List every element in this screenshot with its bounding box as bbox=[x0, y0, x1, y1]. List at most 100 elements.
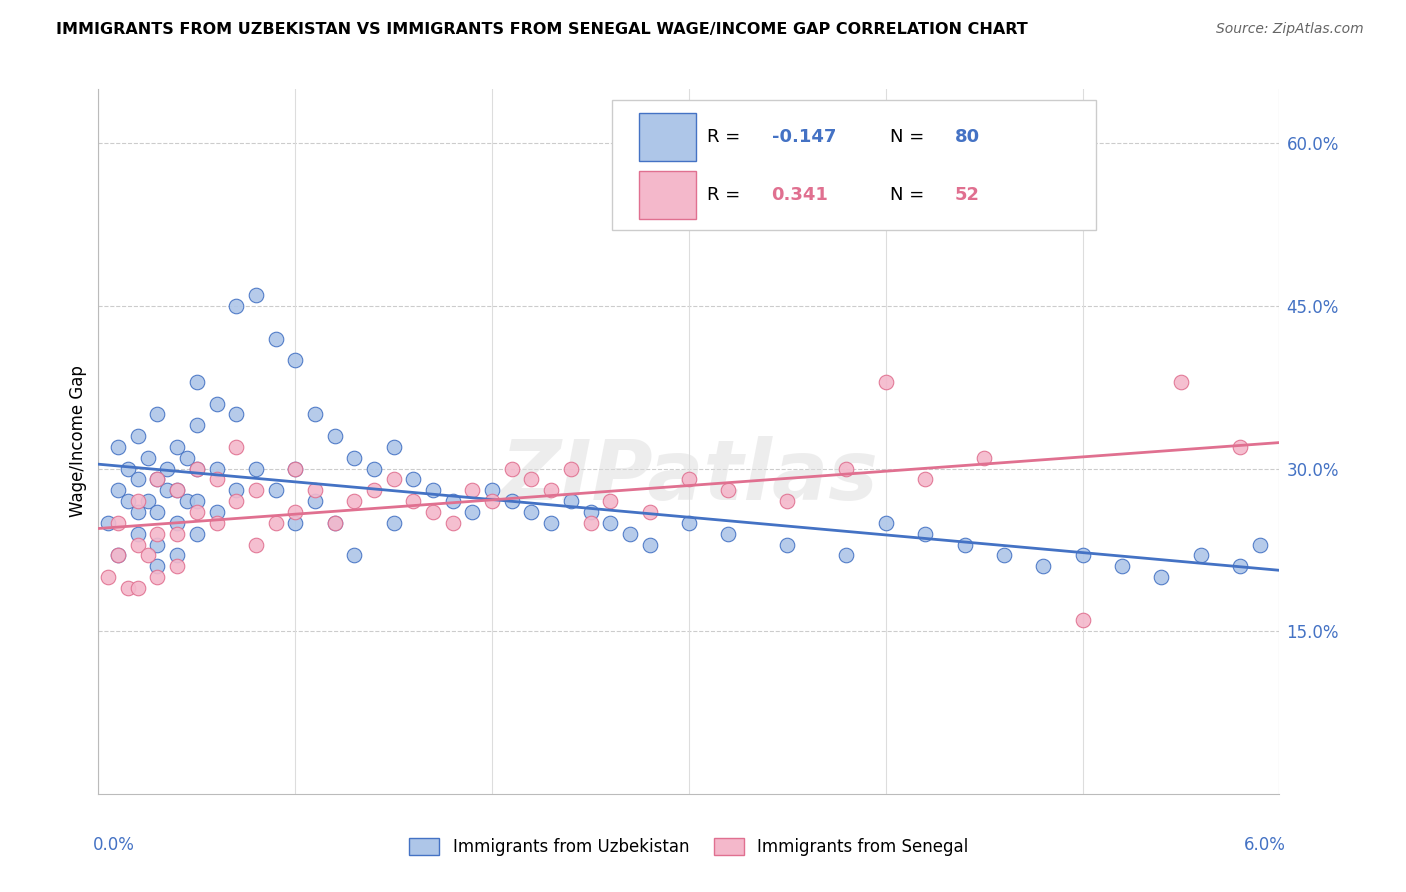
Point bbox=[835, 461, 858, 475]
Point bbox=[284, 516, 307, 530]
Bar bbox=[640, 171, 696, 219]
Point bbox=[186, 461, 208, 475]
Point bbox=[127, 505, 149, 519]
Text: 52: 52 bbox=[955, 186, 980, 204]
Point bbox=[1229, 559, 1251, 574]
Point bbox=[422, 505, 444, 519]
Point bbox=[284, 461, 307, 475]
Point bbox=[127, 537, 149, 551]
Point bbox=[205, 396, 228, 410]
Point bbox=[304, 408, 326, 422]
Point bbox=[166, 440, 188, 454]
Point bbox=[1071, 614, 1094, 628]
Point bbox=[127, 494, 149, 508]
Point bbox=[579, 516, 602, 530]
Point bbox=[186, 418, 208, 433]
Point bbox=[107, 483, 129, 498]
Point bbox=[225, 299, 247, 313]
Point bbox=[146, 537, 169, 551]
Point bbox=[156, 461, 179, 475]
Point bbox=[176, 450, 198, 465]
Point bbox=[382, 473, 405, 487]
Point bbox=[993, 549, 1015, 563]
Point bbox=[166, 526, 188, 541]
Point bbox=[146, 559, 169, 574]
Point bbox=[166, 549, 188, 563]
Point bbox=[127, 526, 149, 541]
Point bbox=[343, 494, 366, 508]
Point bbox=[540, 483, 562, 498]
Point bbox=[1229, 440, 1251, 454]
Point bbox=[1111, 559, 1133, 574]
Point bbox=[481, 494, 503, 508]
Point bbox=[835, 549, 858, 563]
Point bbox=[441, 494, 464, 508]
Point bbox=[382, 440, 405, 454]
Point bbox=[156, 483, 179, 498]
Point bbox=[875, 375, 897, 389]
Point bbox=[127, 581, 149, 595]
Point bbox=[186, 461, 208, 475]
Point bbox=[638, 505, 661, 519]
Point bbox=[343, 549, 366, 563]
Point bbox=[205, 461, 228, 475]
Point bbox=[166, 559, 188, 574]
Point bbox=[717, 483, 740, 498]
Point bbox=[323, 429, 346, 443]
Point bbox=[599, 494, 621, 508]
Point bbox=[402, 473, 425, 487]
Point bbox=[264, 516, 287, 530]
Text: N =: N = bbox=[890, 128, 929, 146]
Point bbox=[402, 494, 425, 508]
Text: 6.0%: 6.0% bbox=[1243, 836, 1285, 855]
Point bbox=[441, 516, 464, 530]
Point bbox=[117, 494, 139, 508]
Point bbox=[146, 408, 169, 422]
Point bbox=[146, 473, 169, 487]
Point bbox=[560, 461, 582, 475]
Point bbox=[146, 570, 169, 584]
Point bbox=[973, 450, 995, 465]
Point bbox=[166, 483, 188, 498]
Point bbox=[1032, 559, 1054, 574]
Point bbox=[914, 526, 936, 541]
Point bbox=[560, 494, 582, 508]
Point bbox=[117, 581, 139, 595]
Point bbox=[599, 516, 621, 530]
Point bbox=[520, 473, 543, 487]
Point bbox=[146, 473, 169, 487]
Point bbox=[166, 483, 188, 498]
Point bbox=[382, 516, 405, 530]
Point bbox=[176, 494, 198, 508]
Point bbox=[678, 516, 700, 530]
Point bbox=[717, 526, 740, 541]
Point bbox=[107, 440, 129, 454]
Point bbox=[520, 505, 543, 519]
Point bbox=[619, 526, 641, 541]
Point bbox=[461, 483, 484, 498]
Point bbox=[107, 549, 129, 563]
Point bbox=[186, 505, 208, 519]
Point bbox=[363, 461, 385, 475]
Point bbox=[875, 516, 897, 530]
Point bbox=[284, 461, 307, 475]
Point bbox=[284, 353, 307, 368]
Point bbox=[245, 288, 267, 302]
Point bbox=[205, 505, 228, 519]
Point bbox=[225, 494, 247, 508]
Legend: Immigrants from Uzbekistan, Immigrants from Senegal: Immigrants from Uzbekistan, Immigrants f… bbox=[409, 838, 969, 856]
Point bbox=[776, 537, 799, 551]
Point bbox=[245, 461, 267, 475]
Point bbox=[481, 483, 503, 498]
Point bbox=[146, 505, 169, 519]
Point bbox=[186, 526, 208, 541]
Point bbox=[638, 537, 661, 551]
Point bbox=[678, 473, 700, 487]
Point bbox=[323, 516, 346, 530]
Point bbox=[136, 549, 159, 563]
Text: R =: R = bbox=[707, 186, 751, 204]
Point bbox=[136, 494, 159, 508]
Point bbox=[136, 450, 159, 465]
Point bbox=[245, 483, 267, 498]
FancyBboxPatch shape bbox=[612, 100, 1097, 230]
